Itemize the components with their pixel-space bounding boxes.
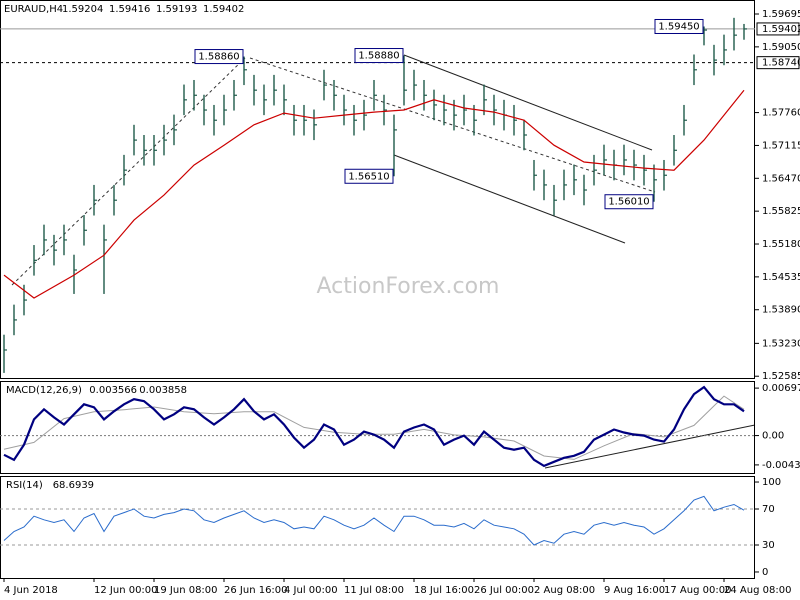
y-tick-label: 1.52585 — [762, 371, 800, 382]
indicator-line — [3, 395, 745, 460]
current-price-label: 1.59402 — [762, 24, 800, 35]
level-box — [756, 56, 800, 70]
y-tick-label: 30 — [762, 540, 775, 551]
level-label: 1.58740 — [762, 58, 800, 69]
header-value: 1.59193 — [156, 4, 197, 15]
watermark: ActionForex.com — [317, 274, 500, 299]
x-tick-label: 19 Jun 08:00 — [154, 585, 218, 596]
annotation-box — [344, 168, 394, 184]
annotation-box — [194, 49, 244, 65]
y-tick-label: 0.006976 — [762, 383, 800, 394]
x-tick-label: 2 Aug 08:00 — [534, 585, 595, 596]
indicator-line — [3, 385, 745, 468]
channel-line — [393, 154, 626, 244]
indicator-value: 0.003566 — [89, 385, 137, 396]
y-tick-label: 1.55825 — [762, 206, 800, 217]
dashed-trendline — [249, 57, 656, 193]
current-price-box — [756, 22, 800, 36]
dashed-trendline — [11, 57, 246, 286]
panel-frame — [0, 381, 755, 474]
x-tick-label: 4 Jun 2018 — [4, 585, 58, 596]
header-value: 1.59204 — [62, 4, 103, 15]
annotation-box — [604, 194, 654, 210]
y-tick-label: 100 — [762, 477, 781, 488]
moving-average — [3, 89, 745, 299]
annotation-label: 1.56010 — [608, 197, 649, 208]
y-tick-label: 1.57760 — [762, 108, 800, 119]
y-tick-label: 70 — [762, 504, 775, 515]
macd-trendline — [544, 424, 756, 469]
drawn-trendlines — [11, 54, 756, 469]
annotation-label: 1.58880 — [358, 51, 399, 62]
x-tick-label: 4 Jul 00:00 — [284, 585, 338, 596]
y-tick-label: -0.00431 — [762, 460, 800, 471]
x-tick-label: 9 Aug 16:00 — [604, 585, 665, 596]
y-tick-label: 0.00 — [762, 431, 784, 442]
annotation-box — [654, 18, 704, 34]
y-tick-label: 1.53890 — [762, 305, 800, 316]
annotation-label: 1.58860 — [198, 52, 239, 63]
indicator-value: 0.003858 — [139, 385, 187, 396]
y-tick-label: 1.56470 — [762, 173, 800, 184]
x-tick-label: 26 Jun 16:00 — [224, 585, 288, 596]
x-tick-label: 24 Aug 08:00 — [724, 585, 791, 596]
y-tick-label: 1.55180 — [762, 239, 800, 250]
annotation-box — [354, 48, 404, 64]
indicator-value: 68.6939 — [53, 480, 94, 491]
indicator-title: MACD(12,26,9) — [6, 385, 82, 396]
annotation-label: 1.56510 — [348, 171, 389, 182]
y-tick-label: 1.53230 — [762, 338, 800, 349]
panel-frame — [0, 476, 755, 579]
x-tick-label: 26 Jul 00:00 — [474, 585, 534, 596]
x-tick-label: 18 Jul 16:00 — [414, 585, 474, 596]
y-tick-label: 1.59050 — [762, 42, 800, 53]
annotation-label: 1.59450 — [658, 21, 699, 32]
y-tick-label: 1.54535 — [762, 272, 800, 283]
header-value: 1.59416 — [109, 4, 150, 15]
y-tick-label: 1.57115 — [762, 140, 800, 151]
y-tick-label: 1.59695 — [762, 9, 800, 20]
indicator-line — [3, 495, 745, 546]
chart-title: EURAUD,H4 — [4, 4, 63, 15]
x-tick-label: 11 Jul 08:00 — [344, 585, 404, 596]
x-tick-label: 17 Aug 00:00 — [664, 585, 731, 596]
x-tick-label: 12 Jun 00:00 — [94, 585, 158, 596]
indicator-title: RSI(14) — [6, 480, 43, 491]
header-value: 1.59402 — [203, 4, 244, 15]
panel-frame — [0, 0, 755, 379]
y-tick-label: 0 — [762, 567, 768, 578]
channel-line — [403, 54, 653, 151]
